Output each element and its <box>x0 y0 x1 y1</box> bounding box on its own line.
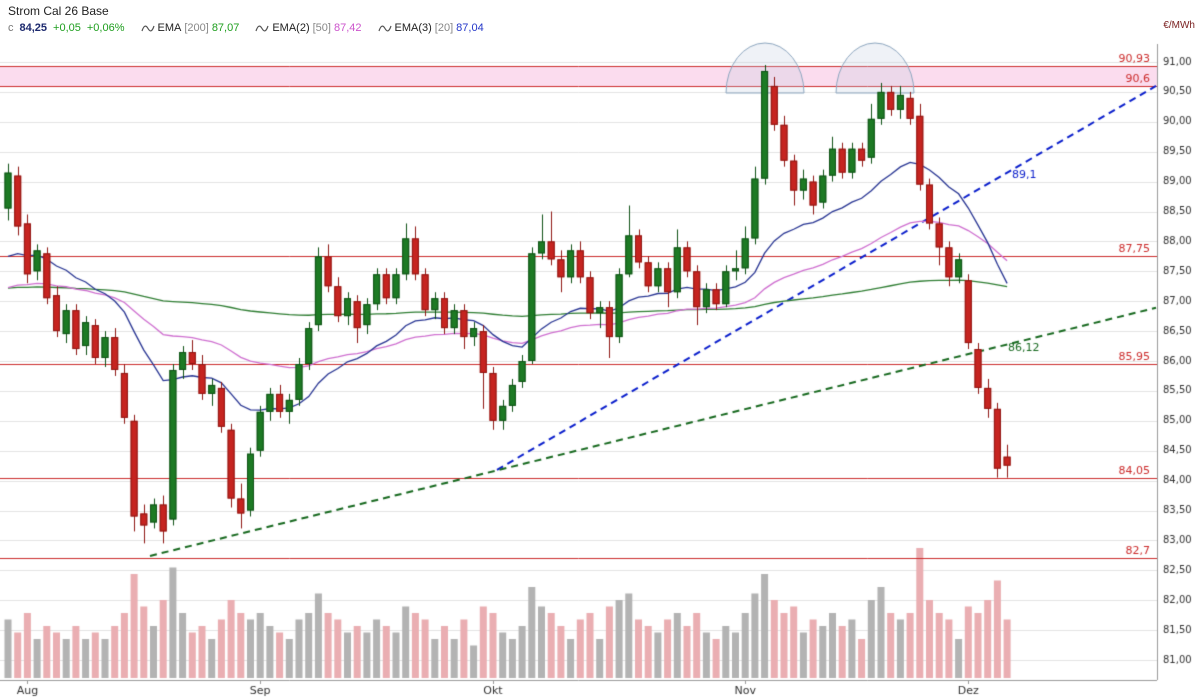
ema-value: 87,42 <box>333 22 362 34</box>
ema-period: [50] <box>312 22 331 34</box>
ema-50-legend: EMA(2) [50] 87,42 <box>255 22 362 34</box>
ema-period: [200] <box>184 22 209 34</box>
legend-row: c 84,25 +0,05 +0,06% EMA [200] 87,07 EMA… <box>8 22 484 34</box>
ema-wave-icon <box>140 25 155 31</box>
ema-value: 87,04 <box>456 22 484 34</box>
ema-wave-icon <box>377 25 392 31</box>
ema-200-legend: EMA [200] 87,07 <box>140 22 240 34</box>
ema-20-legend: EMA(3) [20] 87,04 <box>377 22 484 34</box>
ema-value: 87,07 <box>211 22 240 34</box>
chart-header: Strom Cal 26 Base c 84,25 +0,05 +0,06% E… <box>0 0 484 34</box>
ema-period: [20] <box>434 22 454 34</box>
price-change: +0,05 <box>53 22 81 34</box>
ema-name: EMA(3) <box>394 22 432 34</box>
ema-name: EMA(2) <box>272 22 310 34</box>
last-price: 84,25 <box>19 22 48 34</box>
close-prefix: c <box>8 22 14 34</box>
ema-wave-icon <box>255 25 269 31</box>
instrument-title: Strom Cal 26 Base <box>8 4 109 18</box>
unit-label: €/MWh <box>1163 20 1195 31</box>
price-change-pct: +0,06% <box>86 22 125 34</box>
ema-name: EMA <box>157 22 182 34</box>
